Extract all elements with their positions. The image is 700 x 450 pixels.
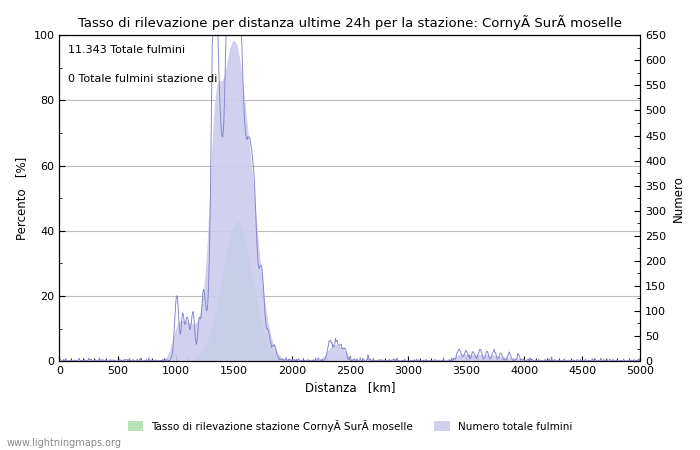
Title: Tasso di rilevazione per distanza ultime 24h per la stazione: CornyÃ SurÃ mosell: Tasso di rilevazione per distanza ultime… (78, 15, 622, 30)
Legend: Tasso di rilevazione stazione CornyÃ SurÃ moselle, Numero totale fulmini: Tasso di rilevazione stazione CornyÃ Sur… (123, 415, 577, 436)
X-axis label: Distanza   [km]: Distanza [km] (304, 382, 395, 395)
Y-axis label: Numero: Numero (672, 175, 685, 222)
Text: 11.343 Totale fulmini: 11.343 Totale fulmini (68, 45, 186, 55)
Y-axis label: Percento   [%]: Percento [%] (15, 157, 28, 240)
Text: 0 Totale fulmini stazione di: 0 Totale fulmini stazione di (68, 74, 218, 85)
Text: www.lightningmaps.org: www.lightningmaps.org (7, 438, 122, 448)
